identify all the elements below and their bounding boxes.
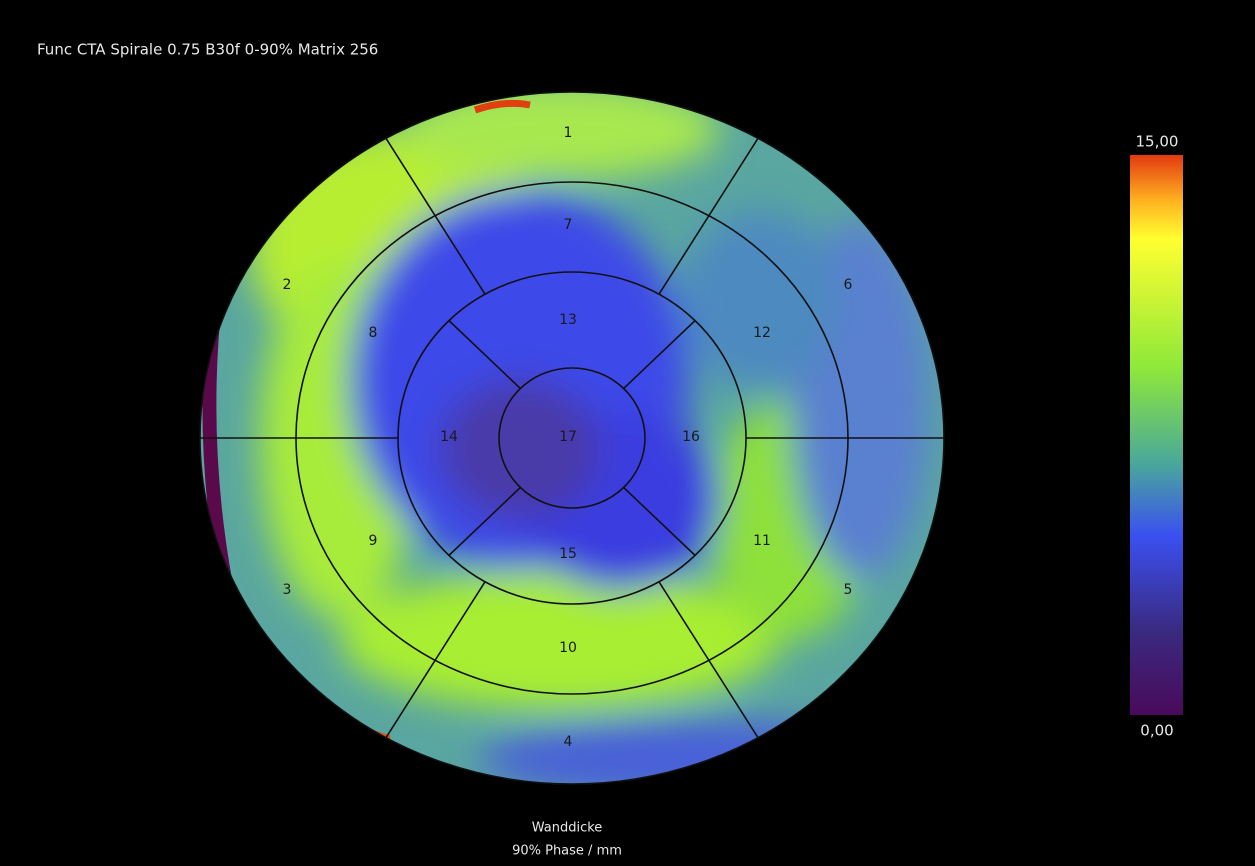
segment-label: 14 — [440, 429, 458, 445]
segment-divider — [623, 320, 696, 390]
segment-divider — [623, 486, 696, 556]
segment-divider — [658, 581, 759, 739]
segment-divider — [385, 137, 486, 295]
segment-label: 9 — [369, 533, 378, 549]
segment-label: 16 — [682, 429, 700, 445]
segment-divider — [658, 137, 759, 295]
footer-line: 90% Phase / mm — [512, 844, 622, 859]
segment-label: 2 — [283, 277, 292, 293]
segment-label: 10 — [559, 640, 577, 656]
segment-label: 1 — [564, 125, 573, 141]
segment-label: 4 — [564, 734, 573, 750]
footer-line: Wanddicke — [532, 821, 603, 836]
segment-label: 13 — [559, 312, 577, 328]
segment-label: 12 — [753, 325, 771, 341]
segment-label: 11 — [753, 533, 771, 549]
segment-label: 17 — [559, 429, 577, 445]
segment-label: 8 — [369, 325, 378, 341]
segment-label: 7 — [564, 217, 573, 233]
segment-label: 3 — [283, 582, 292, 598]
segment-divider — [448, 486, 521, 556]
bullseye-map — [200, 92, 944, 784]
segment-label: 6 — [844, 277, 853, 293]
segment-divider — [385, 581, 486, 739]
segment-divider — [448, 320, 521, 390]
ring-boundary — [498, 367, 646, 509]
colorbar — [1130, 155, 1183, 715]
segment-label: 5 — [844, 582, 853, 598]
colorbar-max-label: 15,00 — [1136, 133, 1179, 151]
segment-label: 15 — [559, 546, 577, 562]
colorbar-min-label: 0,00 — [1140, 722, 1173, 740]
header-title: Func CTA Spirale 0.75 B30f 0-90% Matrix … — [37, 41, 378, 59]
